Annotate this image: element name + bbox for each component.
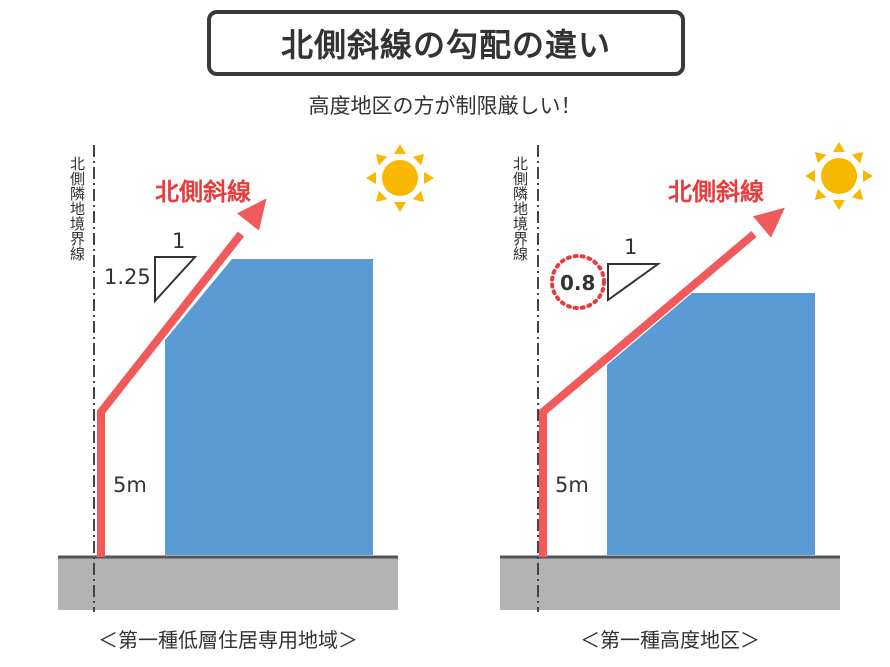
slope-triangle-left bbox=[154, 256, 198, 304]
height-label-right: 5m bbox=[555, 473, 589, 497]
slope-arrow-left bbox=[97, 231, 245, 557]
arrow-head-left bbox=[236, 198, 267, 231]
arrow-label-left: 北側斜線 bbox=[155, 178, 251, 206]
slope-triangle-right bbox=[607, 263, 662, 302]
arrow-head-right bbox=[752, 207, 785, 238]
ground-right bbox=[500, 557, 840, 610]
ground-left bbox=[58, 557, 398, 610]
building-right bbox=[607, 293, 815, 555]
caption-right: ＜第一種高度地区＞ bbox=[580, 628, 760, 652]
slope-run-right: 1 bbox=[624, 235, 637, 259]
sun-icon bbox=[366, 144, 434, 212]
page-subtitle: 高度地区の方が制限厳しい！ bbox=[308, 94, 582, 118]
arrow-label-right: 北側斜線 bbox=[668, 178, 764, 206]
highlight-circle bbox=[550, 254, 606, 310]
building-left bbox=[165, 259, 373, 555]
right-panel: 北側隣地境界線 北側斜線 1 0.8 5m bbox=[500, 142, 873, 612]
page-title: 北側斜線の勾配の違い bbox=[207, 10, 685, 76]
sun-icon bbox=[805, 142, 873, 210]
slope-run-left: 1 bbox=[172, 229, 185, 253]
height-label-left: 5m bbox=[113, 473, 147, 497]
caption-left: ＜第一種低層住居専用地域＞ bbox=[98, 628, 358, 652]
slope-rise-right: 0.8 bbox=[560, 271, 595, 295]
boundary-label-right: 北側隣地境界線 bbox=[511, 156, 529, 261]
boundary-label-left: 北側隣地境界線 bbox=[68, 156, 86, 261]
left-panel: 北側隣地境界線 北側斜線 1 1.25 5m bbox=[58, 144, 434, 612]
slope-rise-left: 1.25 bbox=[104, 265, 151, 289]
slope-arrow-right bbox=[539, 230, 757, 557]
